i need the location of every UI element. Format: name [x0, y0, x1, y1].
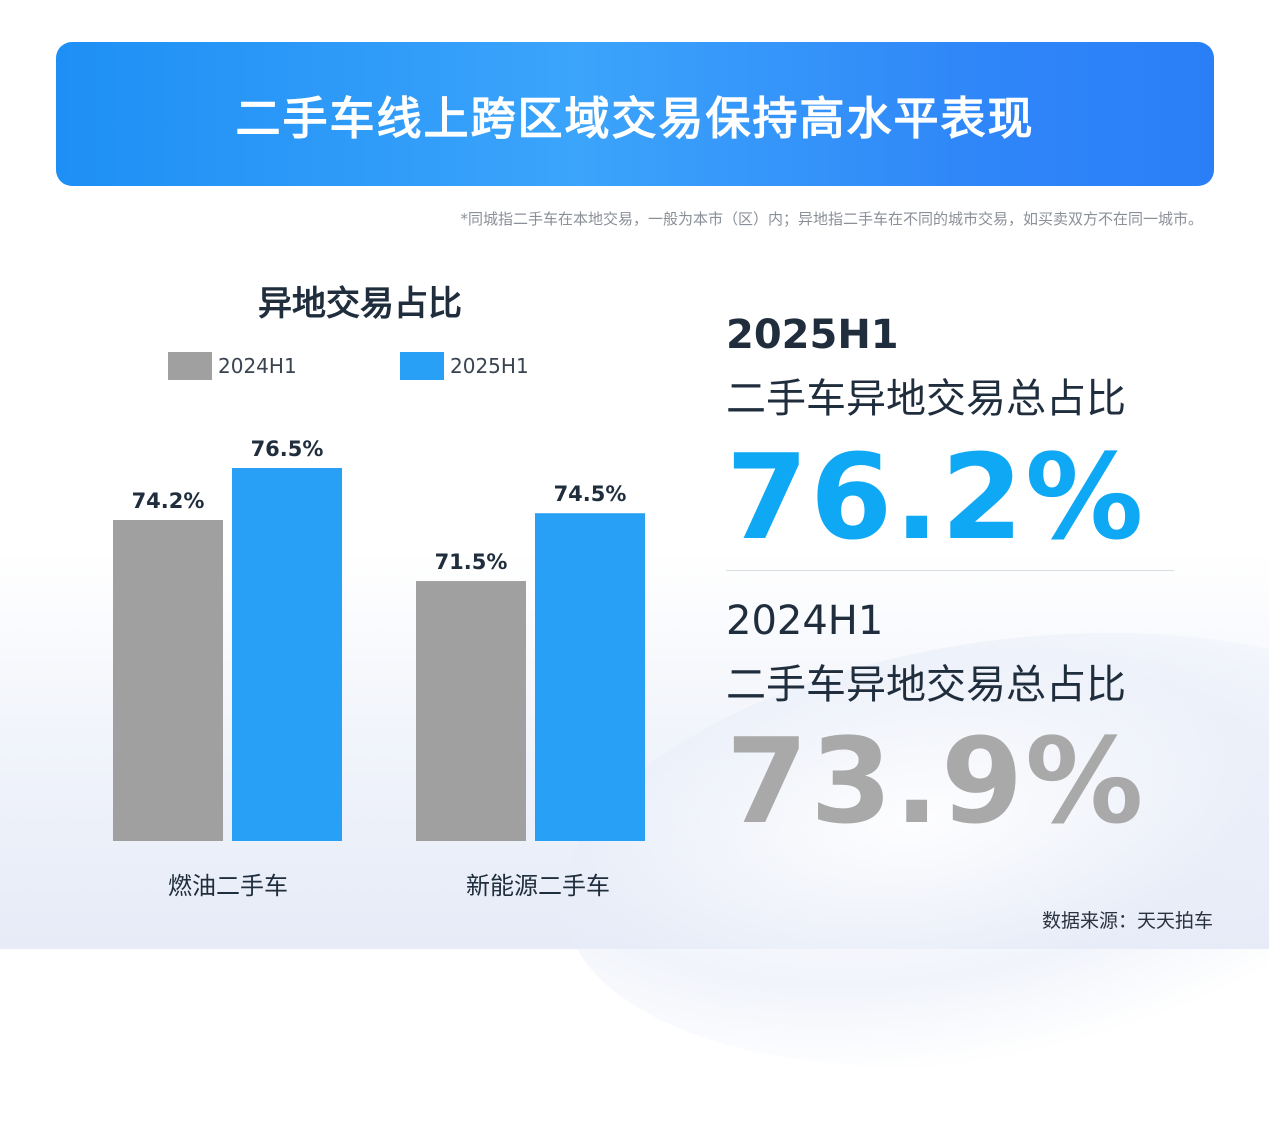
legend-item-2025h1: 2025H1 — [400, 352, 529, 380]
previous-label: 二手车异地交易总占比 — [726, 662, 1126, 708]
data-source: 数据来源：天天拍车 — [1041, 910, 1213, 932]
current-label: 二手车异地交易总占比 — [726, 376, 1126, 422]
legend-item-2024h1: 2024H1 — [168, 352, 297, 380]
category-label-nev: 新能源二手车 — [466, 872, 610, 900]
legend-swatch-2024h1 — [168, 352, 212, 380]
bar-fuel-2024h1 — [113, 519, 223, 841]
bar-nev-2024h1 — [416, 581, 526, 841]
legend-label-2024h1: 2024H1 — [218, 354, 297, 378]
bar-chart: 异地交易占比 2024H1 2025H1 74.2% 76.5% 71.5% 74.5… — [0, 0, 700, 949]
divider — [726, 570, 1174, 571]
current-year: 2025H1 — [726, 312, 899, 358]
page-title: 二手车线上跨区域交易保持高水平表现 — [235, 91, 1035, 145]
bar-fuel-2025h1 — [232, 468, 342, 841]
category-label-fuel: 燃油二手车 — [168, 872, 288, 900]
legend-label-2025h1: 2025H1 — [450, 354, 529, 378]
footnote: *同城指二手车在本地交易，一般为本市（区）内；异地指二手车在不同的城市交易，如买… — [460, 210, 1203, 228]
previous-year: 2024H1 — [726, 598, 884, 644]
chart-title: 异地交易占比 — [258, 284, 462, 324]
chart-svg: 74.2% 76.5% 71.5% 74.5% — [113, 437, 645, 841]
legend-swatch-2025h1 — [400, 352, 444, 380]
summary-stats: 2025H1 二手车异地交易总占比 76.2% 2024H1 二手车异地交易总占… — [726, 0, 1196, 949]
data-label-fuel-2024h1: 74.2% — [132, 489, 205, 513]
data-label-nev-2024h1: 71.5% — [435, 550, 508, 574]
header-banner: 二手车线上跨区域交易保持高水平表现 — [56, 42, 1214, 186]
previous-value: 73.9% — [726, 712, 1146, 850]
current-value: 76.2% — [726, 428, 1146, 566]
data-label-nev-2025h1: 74.5% — [554, 482, 627, 506]
bar-nev-2025h1 — [535, 513, 645, 841]
data-label-fuel-2025h1: 76.5% — [251, 437, 324, 461]
